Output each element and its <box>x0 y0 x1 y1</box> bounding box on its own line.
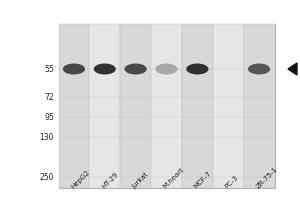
Text: HT-29: HT-29 <box>100 171 119 190</box>
Ellipse shape <box>155 64 178 74</box>
Text: ZR-75-1: ZR-75-1 <box>255 166 279 190</box>
Text: 130: 130 <box>40 132 54 142</box>
Bar <box>244 24 274 188</box>
Text: PC-3: PC-3 <box>224 175 239 190</box>
Bar <box>89 24 120 188</box>
Ellipse shape <box>63 64 85 74</box>
Text: Jurkat: Jurkat <box>131 171 150 190</box>
Text: 72: 72 <box>44 92 54 102</box>
Bar <box>182 24 213 188</box>
Bar <box>58 24 274 188</box>
Bar <box>120 24 151 188</box>
Polygon shape <box>288 63 297 75</box>
Ellipse shape <box>186 64 208 74</box>
Text: 95: 95 <box>44 112 54 121</box>
Text: 250: 250 <box>40 172 54 182</box>
Bar <box>58 24 89 188</box>
Text: HepG2: HepG2 <box>70 169 91 190</box>
Text: 55: 55 <box>44 64 54 73</box>
Text: MCF-7: MCF-7 <box>193 170 213 190</box>
Ellipse shape <box>94 64 116 74</box>
Bar <box>213 24 244 188</box>
Text: M.heart: M.heart <box>162 167 185 190</box>
Bar <box>151 24 182 188</box>
Ellipse shape <box>248 64 270 74</box>
Ellipse shape <box>124 64 147 74</box>
